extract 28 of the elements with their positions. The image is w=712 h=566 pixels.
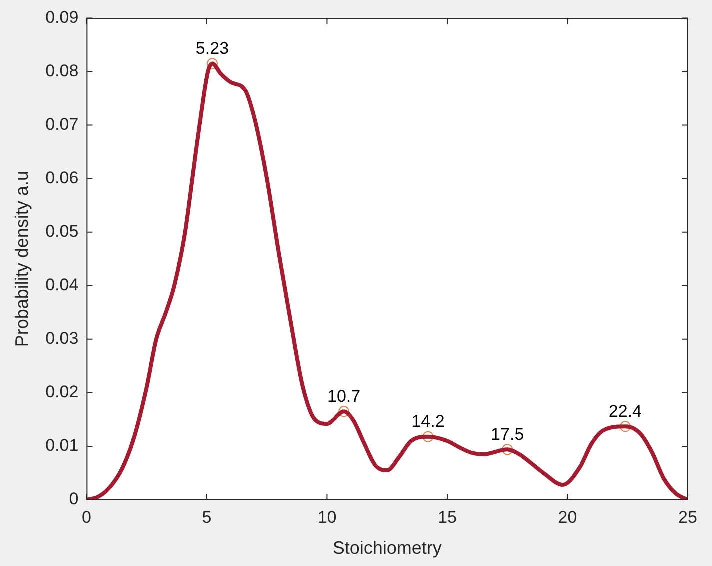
- x-tick-label: 20: [558, 508, 578, 527]
- y-tick-label: 0.04: [46, 276, 79, 295]
- point: [502, 444, 514, 456]
- annotation: 5.23: [196, 38, 230, 58]
- y-tick-label: 0.02: [46, 382, 79, 402]
- point: [422, 431, 434, 442]
- annotation: 10.7: [328, 386, 361, 406]
- point: [206, 58, 218, 70]
- y-tick-label: 0.05: [46, 222, 79, 242]
- y-tick-label: 0.09: [46, 8, 79, 27]
- y-tick-label: 0.01: [46, 436, 79, 456]
- x-tick-label: 25: [678, 508, 698, 527]
- y-tick-label: 0: [69, 490, 79, 509]
- x-tick-label: 10: [318, 508, 337, 527]
- x-tick-label: 5: [202, 508, 212, 527]
- point: [338, 406, 350, 418]
- point: [620, 421, 631, 432]
- x-tick-label: 0: [82, 508, 92, 527]
- y-tick-label: 0.08: [46, 61, 79, 80]
- y-axis-title: Probability density a.u: [12, 171, 32, 348]
- annotation: 14.2: [412, 412, 445, 432]
- x-tick-label: 15: [438, 508, 457, 527]
- y-tick-label: 0.06: [46, 168, 79, 188]
- annotation: 17.5: [491, 424, 524, 444]
- y-tick-label: 0.07: [46, 114, 79, 134]
- annotation: 22.4: [608, 402, 642, 421]
- x-axis-title: Stoichiometry: [332, 538, 442, 558]
- y-tick-label: 0.03: [46, 329, 79, 348]
